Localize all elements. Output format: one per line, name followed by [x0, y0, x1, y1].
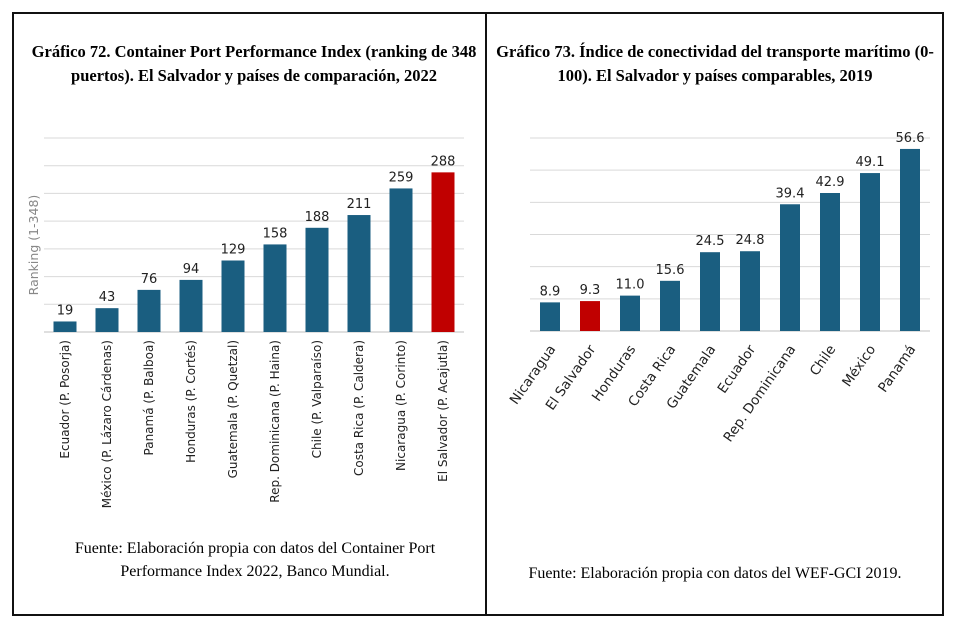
data-label: 11.0: [616, 278, 645, 293]
bar: [263, 244, 287, 332]
bar: [620, 295, 640, 331]
data-label: 24.5: [696, 234, 725, 249]
bar: [580, 301, 600, 331]
category-label: Chile: [807, 342, 839, 379]
data-label: 24.8: [736, 233, 765, 248]
data-label: 188: [305, 210, 330, 225]
bar: [137, 289, 161, 332]
category-label: Panamá: [875, 342, 919, 395]
category-label: Costa Rica (P. Caldera): [352, 340, 366, 476]
data-label: 259: [389, 170, 414, 185]
bar: [660, 280, 680, 331]
data-label: 19: [57, 303, 74, 318]
category-label: México: [839, 342, 879, 390]
bar: [900, 148, 920, 331]
bar: [305, 227, 329, 332]
bar: [540, 302, 560, 331]
category-label: Nicaragua (P. Corinto): [394, 340, 408, 471]
left-chart-source: Fuente: Elaboración propia con datos del…: [74, 540, 436, 580]
data-label: 94: [183, 262, 200, 277]
bar: [431, 172, 455, 332]
category-label: Panamá (P. Balboa): [142, 340, 156, 455]
category-label: Rep. Dominicana: [720, 342, 799, 445]
category-label: Ecuador (P. Posorja): [58, 340, 72, 459]
category-label: Guatemala (P. Quetzal): [226, 340, 240, 478]
data-label: 15.6: [656, 263, 685, 278]
data-label: 76: [141, 272, 158, 287]
data-label: 129: [221, 242, 246, 257]
bar: [820, 193, 840, 331]
category-label: Chile (P. Valparaíso): [310, 340, 324, 458]
bar: [389, 188, 413, 332]
bar: [95, 308, 119, 332]
data-label: 43: [99, 290, 116, 305]
data-label: 49.1: [856, 155, 885, 170]
data-label: 9.3: [580, 283, 601, 298]
category-label: Honduras (P. Cortés): [184, 340, 198, 463]
panel-divider: [485, 12, 487, 616]
category-label: México (P. Lázaro Cárdenas): [100, 340, 114, 508]
data-label: 56.6: [896, 131, 925, 146]
bar: [860, 173, 880, 331]
category-label: Rep. Dominicana (P. Haina): [268, 340, 282, 503]
data-label: 42.9: [816, 175, 845, 190]
bar: [347, 215, 371, 332]
right-chart-source: Fuente: Elaboración propia con datos del…: [528, 565, 902, 582]
data-label: 39.4: [776, 186, 805, 201]
data-label: 158: [263, 226, 288, 241]
bar: [221, 260, 245, 332]
left-chart-title: Gráfico 72. Container Port Performance I…: [31, 42, 477, 85]
data-label: 288: [431, 154, 456, 169]
bar: [700, 252, 720, 331]
category-label: El Salvador (P. Acajutla): [436, 340, 450, 482]
data-label: 8.9: [540, 284, 561, 299]
bar: [179, 279, 203, 332]
y-axis-label: Ranking (1-348): [26, 195, 41, 296]
data-label: 211: [347, 197, 372, 212]
bar: [53, 321, 77, 332]
bar: [780, 204, 800, 331]
right-chart-title: Gráfico 73. Índice de conectividad del t…: [496, 42, 934, 85]
bar: [740, 251, 760, 331]
outer-frame: [12, 12, 944, 616]
